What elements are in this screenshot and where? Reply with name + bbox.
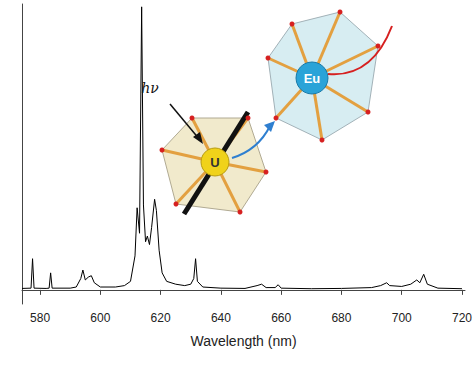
svg-text:600: 600: [90, 311, 110, 325]
svg-text:700: 700: [392, 311, 412, 325]
svg-text:640: 640: [211, 311, 231, 325]
svg-text:620: 620: [151, 311, 171, 325]
svg-text:580: 580: [30, 311, 50, 325]
svg-text:660: 660: [271, 311, 291, 325]
svg-text:680: 680: [331, 311, 351, 325]
svg-text:Eu: Eu: [304, 71, 321, 86]
svg-text:U: U: [210, 155, 219, 170]
svg-text:hν: hν: [141, 80, 159, 96]
svg-text:Wavelength (nm): Wavelength (nm): [190, 333, 296, 349]
svg-text:720: 720: [452, 311, 472, 325]
